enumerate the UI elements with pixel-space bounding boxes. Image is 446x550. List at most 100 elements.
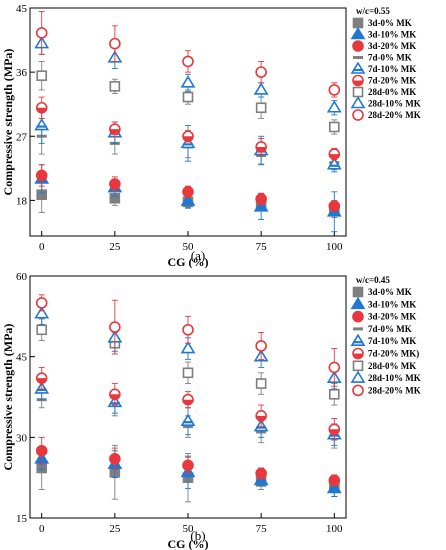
y-tick-label: 45: [16, 3, 28, 15]
data-point: [255, 102, 267, 114]
y-tick-label: 27: [16, 131, 28, 143]
data-point: [109, 178, 121, 190]
data-point: [36, 70, 48, 81]
data-point: [109, 81, 121, 92]
legend-label: 7d-0% MK: [368, 324, 412, 334]
legend-marker-7d-10-outline: [350, 61, 366, 74]
x-axis-title: CG (%): [168, 255, 209, 269]
data-point: [35, 444, 48, 457]
y-tick-label: 18: [16, 195, 28, 207]
legend-label: 28d-0% MK: [368, 87, 416, 97]
data-point-outline: [180, 413, 196, 427]
legend-marker-28d-0: [352, 360, 364, 372]
x-tick-label: 75: [256, 241, 268, 253]
data-point: [182, 367, 194, 379]
panel-label: (a): [191, 248, 205, 263]
data-point: [182, 323, 194, 336]
legend-marker-3d-10: [350, 296, 366, 310]
legend-label: 7d-20% MK: [368, 76, 416, 86]
y-tick-label: 15: [16, 513, 28, 525]
legend-marker-7d-10-outline: [350, 333, 366, 347]
legend-marker-3d-20: [352, 40, 364, 52]
legend-marker-7d-10: [350, 61, 366, 74]
legend-label: 7d-20% MK): [368, 349, 419, 359]
series-28d-20: [35, 11, 341, 98]
data-point: [328, 361, 341, 374]
legend-label: 28d-0% MK: [368, 361, 416, 371]
data-point: [34, 306, 50, 319]
data-point: [253, 472, 269, 486]
data-point: [109, 37, 121, 50]
legend-label: 28d-20% MK: [368, 385, 421, 395]
legend-marker-7d-20-half: [353, 80, 363, 86]
series-28d-0: [36, 60, 340, 135]
data-point: [109, 321, 121, 333]
data-point: [326, 480, 342, 494]
data-point-half: [256, 146, 267, 152]
y-tick-label: 45: [16, 352, 28, 364]
x-tick-label: 25: [109, 523, 121, 535]
data-point: [328, 84, 341, 96]
legend-label: 7d-0% MK: [368, 53, 412, 63]
legend-marker-28d-10: [350, 370, 366, 383]
data-point: [255, 66, 267, 78]
data-point: [328, 121, 340, 133]
legend-marker-28d-20: [352, 109, 364, 121]
data-point: [328, 200, 341, 212]
series-3d-10: [34, 164, 342, 233]
data-point-half: [109, 129, 120, 135]
legend-label: 3d-0% MK: [368, 18, 412, 28]
data-point-half: [256, 415, 267, 421]
legend-marker-7d-20-half: [353, 353, 363, 359]
legend-label: 3d-10% MK: [368, 30, 416, 40]
legend-marker-3d-0: [352, 286, 364, 298]
data-point: [109, 453, 121, 465]
series-3d-20: [35, 164, 341, 212]
series-7d-20: [35, 96, 341, 161]
legend-marker-7d-20: [352, 347, 364, 360]
data-point: [180, 341, 196, 354]
data-point: [35, 101, 48, 114]
data-point-half: [329, 154, 340, 160]
legend-label: 7d-10% MK: [368, 336, 416, 346]
data-point: [255, 193, 267, 205]
legend-marker-7d-20: [352, 74, 364, 87]
data-point: [36, 324, 48, 336]
legend-marker-3d-10: [350, 26, 366, 40]
y-axis-title: Compressive strength (MPa): [1, 49, 15, 196]
data-point: [182, 393, 194, 406]
data-point-outline: [34, 118, 50, 131]
legend-label: 3d-10% MK: [368, 299, 416, 309]
y-axis-title: Compressive strength (MPa): [1, 324, 15, 471]
data-point: [326, 100, 342, 113]
data-point: [255, 378, 267, 389]
data-point: [253, 82, 269, 95]
data-point: [109, 388, 121, 401]
data-point: [182, 91, 194, 103]
chart-panel-b: 0 25 50 75 100 15 30 45 60 CG (%) Compressive stre…: [1, 271, 421, 550]
x-tick-label: 0: [39, 241, 45, 253]
x-tick-label: 0: [39, 523, 45, 535]
data-point: [255, 410, 267, 422]
y-tick-label: 30: [16, 432, 28, 444]
legend-label: 3d-20% MK: [368, 41, 416, 51]
y-tick-label: 36: [16, 67, 28, 79]
data-point-half: [329, 429, 340, 435]
data-point: [326, 157, 342, 170]
series-3d-20: [35, 436, 341, 487]
data-point: [182, 55, 194, 68]
data-point: [328, 389, 340, 400]
data-point: [182, 186, 194, 198]
data-point-half: [183, 136, 194, 142]
x-tick-label: 100: [326, 523, 343, 535]
legend-marker-3d-0: [352, 17, 364, 29]
legend-label: 28d-10% MK: [368, 373, 421, 383]
data-point: [180, 193, 196, 206]
legend-marker-7d-10: [350, 333, 366, 347]
data-point-half: [183, 399, 194, 405]
data-point: [328, 423, 341, 436]
data-point-half: [36, 107, 47, 113]
legend-label: 3d-0% MK: [368, 287, 412, 297]
x-tick-label: 100: [326, 241, 343, 253]
